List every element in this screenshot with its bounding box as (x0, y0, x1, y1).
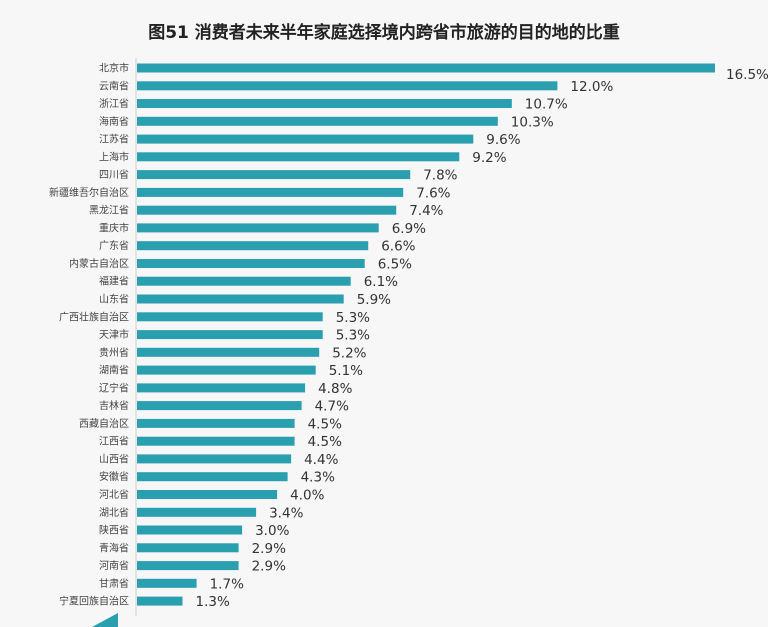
value-label: 10.3% (511, 114, 554, 130)
category-label: 广西壮族自治区 (59, 310, 129, 323)
category-label: 上海市 (99, 150, 129, 163)
value-label: 6.6% (381, 239, 415, 255)
value-label: 7.6% (416, 185, 450, 201)
category-label: 福建省 (99, 275, 129, 288)
category-label: 云南省 (99, 79, 129, 92)
category-label: 四川省 (99, 168, 129, 181)
value-label: 7.4% (409, 203, 443, 219)
category-label: 河南省 (99, 559, 129, 572)
value-label: 9.6% (486, 132, 520, 148)
value-label: 6.5% (378, 257, 412, 273)
category-label: 广东省 (99, 239, 129, 252)
category-label: 宁夏回族自治区 (59, 595, 129, 608)
value-label: 10.7% (525, 97, 568, 113)
value-label: 4.0% (290, 488, 324, 504)
bar (137, 99, 512, 108)
value-label: 9.2% (472, 150, 506, 166)
bar (137, 365, 316, 375)
bar (137, 81, 558, 91)
value-label: 4.8% (318, 381, 352, 397)
bar (137, 454, 292, 464)
bar (137, 223, 379, 233)
value-label: 5.1% (329, 363, 363, 379)
value-label: 4.5% (308, 434, 342, 450)
bar (137, 330, 323, 340)
bar (137, 490, 278, 499)
value-label: 2.9% (252, 559, 286, 575)
bar (137, 187, 404, 197)
value-label: 4.5% (308, 416, 342, 432)
bars-group (137, 63, 715, 606)
value-label: 1.7% (210, 576, 244, 592)
value-label: 5.3% (336, 328, 370, 344)
bar (137, 116, 498, 126)
category-label: 甘肃省 (99, 577, 129, 590)
category-label: 湖南省 (99, 364, 129, 377)
bar (137, 507, 257, 517)
category-label: 黑龙江省 (89, 204, 129, 217)
value-label: 3.0% (255, 523, 289, 539)
category-label: 青海省 (99, 541, 129, 554)
bar (137, 152, 460, 162)
bar (137, 170, 411, 180)
category-label: 辽宁省 (99, 381, 129, 394)
value-label: 2.9% (252, 541, 286, 557)
value-label: 5.3% (336, 310, 370, 326)
category-label: 贵州省 (99, 346, 129, 359)
bar (137, 259, 365, 268)
category-label: 天津市 (99, 328, 129, 341)
corner-decoration (92, 613, 118, 627)
category-label: 吉林省 (99, 399, 129, 412)
value-label: 1.3% (196, 594, 230, 610)
value-label: 3.4% (269, 505, 303, 521)
value-label: 16.5% (726, 67, 768, 83)
bar (137, 294, 344, 304)
value-label: 6.9% (392, 221, 426, 237)
value-label: 6.1% (364, 274, 398, 290)
value-label: 4.7% (315, 399, 349, 415)
category-label: 山西省 (99, 452, 129, 465)
bar (137, 561, 239, 571)
bar (137, 418, 295, 428)
value-label: 4.3% (301, 470, 335, 486)
bar (137, 525, 243, 535)
value-label: 4.4% (304, 452, 338, 468)
category-label: 海南省 (99, 115, 129, 128)
bar (137, 436, 295, 446)
category-label: 新疆维吾尔自治区 (49, 186, 129, 199)
category-label: 重庆市 (99, 221, 129, 234)
category-labels-group: 北京市云南省浙江省海南省江苏省上海市四川省新疆维吾尔自治区黑龙江省重庆市广东省内… (49, 62, 129, 608)
bar (137, 596, 183, 606)
value-label: 5.9% (357, 292, 391, 308)
value-label: 7.8% (423, 168, 457, 184)
bar (137, 543, 239, 553)
category-label: 江苏省 (99, 133, 129, 146)
bar (137, 312, 323, 322)
value-labels-group: 16.5% 12.0%10.7%10.3% 9.6% 9.2% 7.8%7.6% 7.4%… (196, 67, 768, 610)
category-label: 陕西省 (99, 524, 129, 537)
category-label: 北京市 (99, 62, 129, 75)
bar (137, 241, 369, 251)
bar (137, 63, 715, 73)
category-label: 河北省 (99, 488, 129, 501)
bar (137, 383, 306, 393)
bar (137, 578, 197, 588)
bar (137, 472, 288, 482)
value-label: 12.0% (570, 79, 613, 95)
category-label: 内蒙古自治区 (69, 257, 129, 270)
category-label: 江西省 (99, 435, 129, 448)
category-label: 山东省 (99, 293, 129, 306)
value-label: 5.2% (332, 345, 366, 361)
category-label: 西藏自治区 (79, 417, 129, 430)
bar (137, 134, 474, 144)
bar (137, 401, 302, 411)
category-label: 安徽省 (99, 470, 129, 483)
bar (137, 347, 320, 357)
chart-title: 图51 消费者未来半年家庭选择境内跨省市旅游的目的地的比重 (148, 23, 620, 43)
bar (137, 276, 351, 286)
category-label: 浙江省 (99, 97, 129, 110)
category-label: 湖北省 (99, 506, 129, 519)
bar (137, 205, 397, 215)
